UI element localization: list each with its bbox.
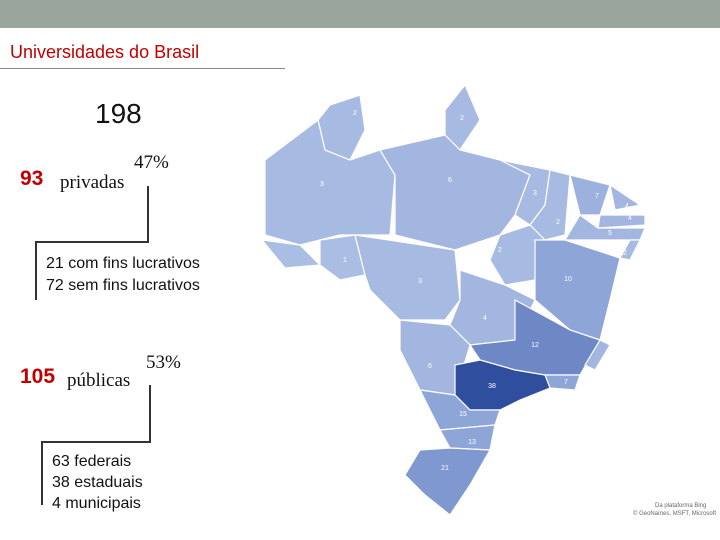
state bbox=[584, 339, 611, 371]
state-count: 6 bbox=[428, 363, 432, 370]
public-label: públicas bbox=[67, 370, 131, 391]
state bbox=[444, 83, 481, 151]
state bbox=[609, 183, 642, 211]
state bbox=[569, 174, 611, 216]
private-label: privadas bbox=[60, 172, 125, 193]
state bbox=[260, 239, 322, 269]
title-rule bbox=[0, 68, 285, 69]
map-credit: © GeoNames, MSFT, Microsoft bbox=[633, 511, 717, 517]
state-count: 7 bbox=[564, 379, 568, 386]
state-count: 15 bbox=[459, 411, 467, 418]
state bbox=[319, 234, 366, 281]
state-count: 3 bbox=[418, 278, 422, 285]
private-breakdown: 72 sem fins lucrativos bbox=[46, 277, 200, 294]
state bbox=[354, 234, 461, 321]
brackets bbox=[35, 186, 151, 505]
public-breakdown: 38 estaduais bbox=[52, 474, 143, 491]
state bbox=[619, 239, 641, 261]
top-bar bbox=[0, 0, 720, 28]
total: 198 bbox=[95, 98, 142, 129]
state bbox=[418, 389, 501, 431]
state-count: 3 bbox=[320, 181, 324, 188]
states bbox=[260, 83, 646, 516]
state-count: 3 bbox=[533, 190, 537, 197]
state-count: 2 bbox=[556, 219, 560, 226]
state-count: 2 bbox=[498, 247, 502, 254]
bracket bbox=[35, 186, 149, 300]
state-count: 4 bbox=[625, 203, 629, 210]
state-count: 1 bbox=[263, 243, 267, 250]
state-count: 10 bbox=[564, 276, 572, 283]
slide-title: Universidades do Brasil bbox=[10, 42, 200, 62]
private-breakdown: 21 com fins lucrativos bbox=[46, 255, 200, 272]
state bbox=[404, 447, 492, 516]
state-count: 1 bbox=[343, 257, 347, 264]
map-credit: Da plataforma Bing bbox=[655, 503, 707, 509]
bracket bbox=[41, 385, 151, 505]
state-count: 4 bbox=[628, 215, 632, 222]
private-count: 93 bbox=[20, 167, 44, 190]
state-count: 2 bbox=[353, 110, 357, 117]
public-share: 53% bbox=[146, 352, 181, 373]
public-count: 105 bbox=[20, 365, 56, 388]
private-share: 47% bbox=[134, 152, 169, 173]
state bbox=[597, 214, 646, 229]
state-count: 5 bbox=[608, 230, 612, 237]
state-count: 21 bbox=[441, 465, 449, 472]
state-count: 2 bbox=[460, 115, 464, 122]
state-count: 38 bbox=[488, 383, 496, 390]
public-breakdown: 4 municipais bbox=[52, 495, 141, 512]
state bbox=[439, 424, 496, 451]
state-count: 4 bbox=[483, 315, 487, 322]
public-breakdown: 63 federais bbox=[52, 453, 132, 470]
state-count: 6 bbox=[448, 177, 452, 184]
state-count: 7 bbox=[595, 193, 599, 200]
state-count: 12 bbox=[531, 342, 539, 349]
state-count: 13 bbox=[468, 439, 476, 446]
state-count: 2 bbox=[623, 250, 627, 257]
state bbox=[563, 214, 646, 241]
